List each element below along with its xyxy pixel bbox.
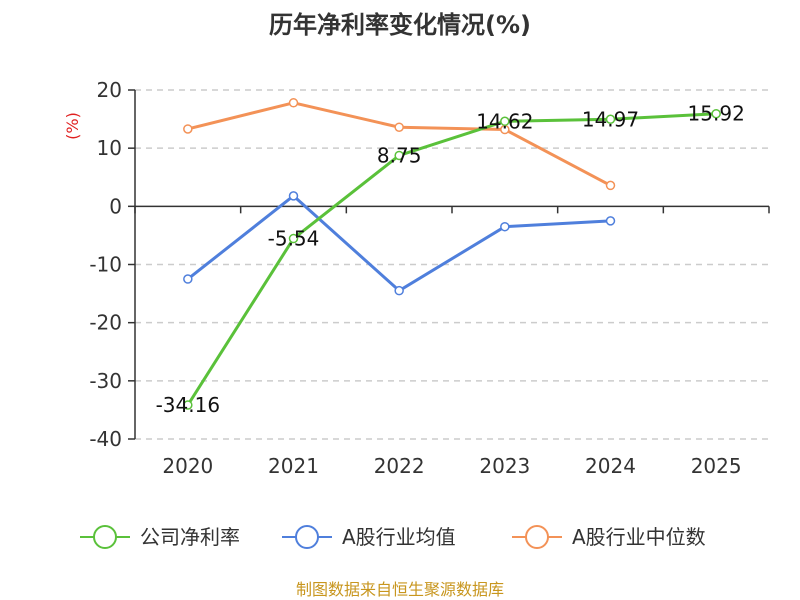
source-footer: 制图数据来自恒生聚源数据库 (296, 580, 504, 599)
grid-lines (135, 89, 769, 440)
x-tick-label: 2020 (162, 454, 213, 478)
data-label: 8.75 (377, 143, 422, 167)
y-tick-label: 20 (97, 78, 122, 102)
y-tick-label: -40 (89, 427, 122, 451)
legend-label: A股行业均值 (342, 525, 456, 549)
data-point (183, 274, 193, 284)
x-tick-label: 2021 (268, 454, 319, 478)
data-point (500, 116, 510, 127)
x-tick-label: 2025 (691, 454, 742, 478)
legend-swatch-marker (93, 525, 117, 549)
legend-swatch-marker (295, 525, 319, 549)
x-tick-label: 2024 (585, 454, 636, 478)
data-label: -5.54 (268, 227, 320, 251)
y-unit-label: (%) (63, 112, 82, 140)
data-point (605, 216, 616, 226)
series-line (186, 194, 611, 293)
y-tick-label: -20 (89, 311, 122, 335)
data-point (288, 233, 299, 244)
x-tick-labels: 2020 2021 2022 2023 2024 2025 (162, 454, 741, 478)
legend-swatch-marker (525, 525, 549, 549)
y-tick-labels: 20 10 0 -10 -20 -30 -40 (89, 78, 122, 451)
data-point (394, 122, 404, 132)
y-tick-label: -30 (89, 369, 122, 393)
data-point (500, 221, 510, 232)
data-point (183, 400, 193, 410)
axes (128, 89, 770, 440)
data-label: 15.92 (688, 102, 745, 126)
data-label: 14.97 (582, 107, 639, 131)
chart-title: 历年净利率变化情况(%) (269, 11, 531, 39)
legend-label: A股行业中位数 (572, 525, 706, 549)
series-lines (183, 98, 721, 410)
x-tick-label: 2022 (374, 454, 425, 478)
data-point (288, 98, 299, 108)
legend: 公司净利率 A股行业均值 A股行业中位数 (80, 525, 706, 549)
legend-label: 公司净利率 (140, 525, 240, 549)
y-tick-label: 0 (109, 194, 122, 218)
data-point (183, 124, 193, 134)
data-point (605, 114, 616, 125)
data-point (711, 108, 721, 119)
series-line (186, 112, 717, 406)
data-point (394, 285, 404, 296)
data-label: 14.62 (476, 109, 533, 133)
x-tick-label: 2023 (479, 454, 530, 478)
data-labels: -34.16 -5.54 8.75 14.62 14.97 15.92 (156, 102, 745, 417)
data-point (288, 191, 299, 201)
data-point (394, 150, 404, 161)
data-point (605, 180, 616, 191)
y-tick-label: 10 (97, 136, 122, 160)
data-label: -34.16 (156, 393, 220, 417)
y-tick-label: -10 (89, 253, 122, 277)
